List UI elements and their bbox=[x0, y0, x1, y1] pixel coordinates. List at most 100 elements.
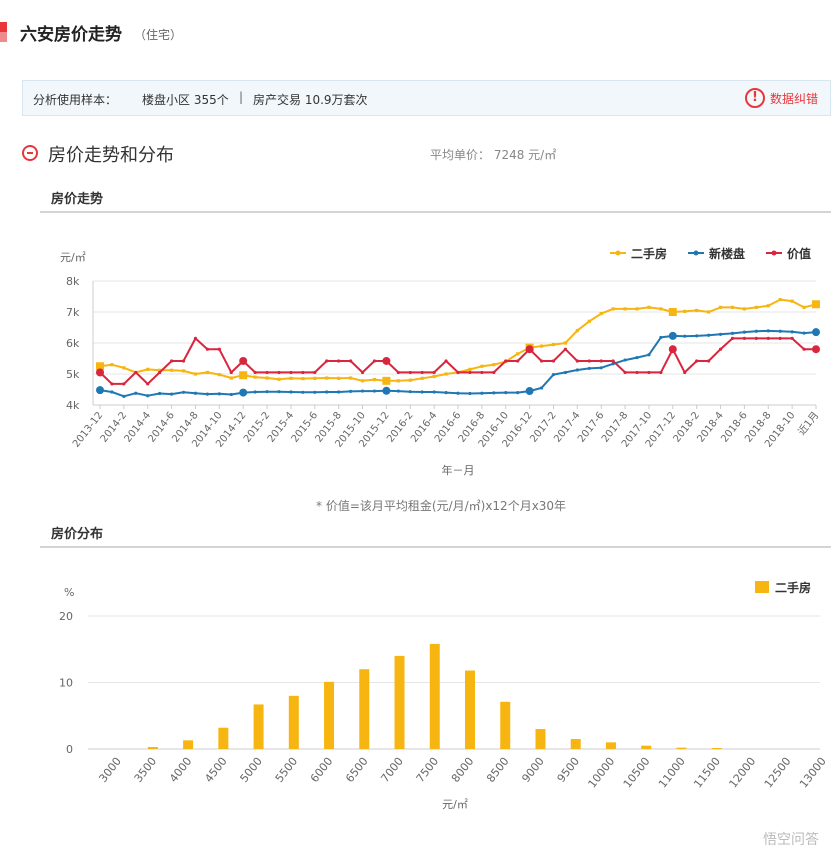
trend-point-1 bbox=[623, 358, 627, 362]
trend-point-2 bbox=[134, 370, 138, 375]
trend-point-1 bbox=[146, 394, 150, 398]
title-accent-icon bbox=[0, 22, 7, 42]
trend-point-1 bbox=[337, 390, 341, 394]
trend-point-0 bbox=[360, 379, 365, 383]
dist-x-tick-label: 11000 bbox=[656, 755, 688, 791]
trend-point-0 bbox=[349, 376, 353, 380]
trend-point-1 bbox=[668, 331, 677, 340]
data-correction-link[interactable]: ! 数据纠错 bbox=[744, 88, 818, 108]
dist-bar bbox=[359, 669, 370, 749]
trend-point-2 bbox=[158, 370, 162, 375]
trend-point-0 bbox=[158, 368, 162, 372]
trend-point-0 bbox=[492, 363, 496, 367]
trend-point-2 bbox=[683, 370, 687, 375]
trend-point-0 bbox=[217, 373, 221, 377]
trend-point-2 bbox=[239, 356, 248, 365]
trend-point-2 bbox=[456, 370, 460, 375]
dist-x-tick-label: 4000 bbox=[167, 755, 194, 785]
trend-point-2 bbox=[122, 382, 126, 386]
trend-point-1 bbox=[456, 391, 460, 395]
dist-bar bbox=[253, 704, 264, 749]
sample-transactions: 房产交易 10.9万套次 bbox=[253, 93, 368, 107]
trend-point-1 bbox=[599, 366, 603, 370]
trend-point-1 bbox=[239, 388, 248, 397]
dist-x-tick-label: 10000 bbox=[586, 755, 618, 791]
trend-y-tick-label: 4k bbox=[66, 399, 80, 412]
trend-divider bbox=[40, 211, 831, 213]
average-price: 平均单价： 7248 元/㎡ bbox=[430, 148, 557, 162]
dist-bar bbox=[676, 747, 687, 749]
trend-point-1 bbox=[754, 329, 758, 333]
trend-point-1 bbox=[158, 391, 162, 396]
trend-point-2 bbox=[635, 370, 639, 375]
trend-point-0 bbox=[575, 329, 579, 333]
dist-x-tick-label: 6500 bbox=[343, 755, 370, 785]
trend-point-1 bbox=[742, 330, 747, 334]
collapse-icon[interactable] bbox=[22, 145, 38, 161]
trend-point-1 bbox=[802, 331, 806, 335]
trend-point-2 bbox=[205, 347, 209, 351]
watermark: 悟空问答 bbox=[763, 832, 819, 848]
trend-point-0 bbox=[730, 305, 735, 309]
trend-point-2 bbox=[812, 345, 820, 354]
page-subtitle: （住宅） bbox=[134, 28, 183, 42]
trend-point-0 bbox=[253, 375, 257, 379]
trend-point-0 bbox=[325, 376, 329, 380]
trend-point-2 bbox=[408, 370, 412, 375]
trend-point-0 bbox=[277, 377, 281, 381]
trend-point-2 bbox=[420, 370, 424, 375]
trend-point-0 bbox=[683, 309, 687, 313]
trend-point-2 bbox=[372, 359, 377, 363]
trend-point-2 bbox=[193, 336, 198, 340]
trend-point-2 bbox=[707, 359, 711, 363]
dist-bar bbox=[218, 727, 229, 749]
trend-point-0 bbox=[480, 364, 484, 368]
trend-legend-marker bbox=[615, 250, 621, 256]
trend-point-2 bbox=[611, 359, 615, 363]
trend-point-2 bbox=[480, 370, 484, 375]
trend-point-0 bbox=[444, 372, 448, 376]
trend-point-1 bbox=[683, 334, 687, 338]
trend-point-0 bbox=[193, 372, 198, 376]
trend-point-1 bbox=[181, 390, 186, 394]
trend-point-0 bbox=[96, 362, 104, 371]
trend-point-0 bbox=[742, 307, 746, 311]
price-section-header: 房价走势和分布 平均单价： 7248 元/㎡ bbox=[22, 141, 582, 166]
trend-point-1 bbox=[659, 335, 663, 340]
trend-point-0 bbox=[289, 376, 293, 380]
trend-point-2 bbox=[587, 359, 591, 363]
trend-point-1 bbox=[647, 353, 651, 357]
distribution-heading: 房价分布 bbox=[51, 527, 104, 542]
trend-point-1 bbox=[325, 390, 329, 394]
dist-bar bbox=[394, 655, 405, 749]
dist-x-tick-label: 9000 bbox=[519, 755, 546, 785]
trend-point-0 bbox=[668, 308, 677, 316]
trend-point-1 bbox=[229, 392, 233, 397]
dist-x-tick-label: 13000 bbox=[797, 755, 829, 791]
trend-footnote: * 价值=该月平均租金(元/月/㎡)x12个月x30年 bbox=[316, 499, 567, 513]
section-title: 房价走势和分布 bbox=[48, 145, 174, 166]
trend-point-2 bbox=[659, 370, 663, 375]
sample-communities: 楼盘小区 355个 bbox=[142, 93, 229, 107]
trend-point-1 bbox=[408, 390, 412, 394]
trend-point-2 bbox=[313, 370, 317, 375]
trend-point-1 bbox=[766, 329, 770, 333]
trend-point-0 bbox=[181, 369, 186, 373]
trend-point-1 bbox=[539, 386, 544, 390]
sample-info-bar: 分析使用样本： 楼盘小区 355个 | 房产交易 10.9万套次 ! 数据纠错 bbox=[22, 80, 831, 116]
trend-point-2 bbox=[551, 359, 556, 363]
sample-label: 分析使用样本： bbox=[33, 93, 118, 107]
dist-x-tick-label: 9500 bbox=[555, 755, 582, 785]
trend-point-1 bbox=[525, 387, 534, 396]
trend-point-0 bbox=[635, 307, 639, 311]
trend-point-1 bbox=[396, 389, 400, 393]
trend-point-2 bbox=[444, 359, 448, 363]
trend-point-0 bbox=[313, 376, 317, 380]
trend-point-1 bbox=[790, 330, 794, 334]
trend-point-2 bbox=[730, 336, 735, 340]
trend-point-0 bbox=[205, 370, 209, 375]
trend-point-2 bbox=[349, 359, 353, 363]
trend-point-0 bbox=[812, 300, 820, 309]
